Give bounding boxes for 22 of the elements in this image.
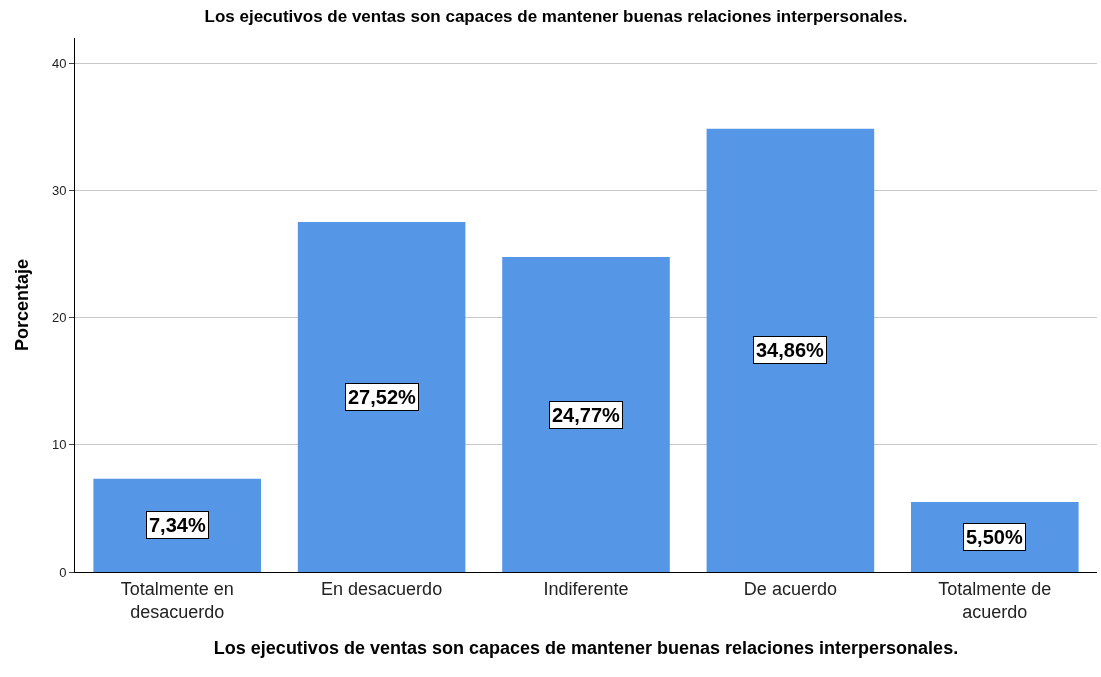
bar bbox=[297, 222, 466, 572]
x-tick-label: De acuerdo bbox=[743, 578, 837, 599]
bar bbox=[93, 478, 261, 572]
data-label: 24,77% bbox=[552, 404, 621, 426]
y-tick-label: 0 bbox=[59, 564, 67, 580]
data-label: 5,50% bbox=[966, 526, 1023, 548]
x-tick-label: Indiferente bbox=[543, 578, 629, 599]
x-axis-title: Los ejecutivos de ventas son capaces de mantener buenas relaciones interpersonales. bbox=[213, 638, 959, 659]
y-tick-label: 40 bbox=[51, 55, 67, 71]
data-label: 27,52% bbox=[348, 386, 417, 408]
chart-title: Los ejecutivos de ventas son capaces de mantener buenas relaciones interpersonales. bbox=[204, 7, 908, 27]
data-label: 7,34% bbox=[149, 514, 206, 536]
x-tick-label: En desacuerdo bbox=[321, 578, 443, 599]
bar bbox=[706, 128, 875, 572]
x-tick-label: Totalmente en desacuerdo bbox=[120, 578, 234, 622]
y-tick-label: 10 bbox=[51, 437, 67, 453]
bar bbox=[502, 257, 670, 572]
x-tick-label: Totalmente de acuerdo bbox=[938, 578, 1052, 622]
y-tick-label: 30 bbox=[51, 183, 67, 199]
y-tick-label: 20 bbox=[51, 310, 67, 326]
data-label: 34,86% bbox=[756, 339, 825, 361]
y-axis-title: Porcentaje bbox=[12, 258, 33, 352]
